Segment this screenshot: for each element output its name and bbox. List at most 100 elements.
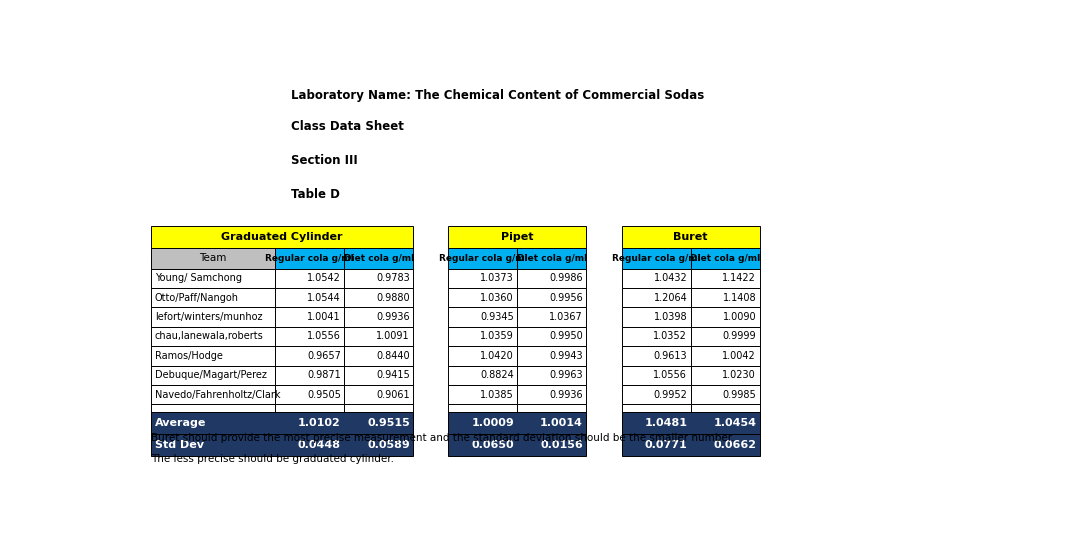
Text: 1.0481: 1.0481 — [644, 418, 687, 428]
Text: 0.0650: 0.0650 — [471, 440, 514, 450]
Bar — [151, 269, 276, 288]
Text: Laboratory Name: The Chemical Content of Commercial Sodas: Laboratory Name: The Chemical Content of… — [291, 89, 704, 102]
Bar — [622, 434, 760, 456]
Bar — [518, 307, 586, 327]
Text: 1.0544: 1.0544 — [307, 293, 341, 302]
Bar — [518, 327, 586, 346]
Bar — [276, 248, 344, 269]
Text: 1.0367: 1.0367 — [549, 312, 583, 322]
Bar — [518, 248, 586, 269]
Bar — [448, 412, 586, 434]
Bar — [448, 226, 586, 248]
Bar — [448, 248, 518, 269]
Text: 1.1408: 1.1408 — [723, 293, 756, 302]
Text: Diet cola g/ml: Diet cola g/ml — [344, 254, 413, 263]
Text: Section III: Section III — [291, 154, 358, 167]
Bar — [518, 269, 586, 288]
Bar — [622, 365, 690, 385]
Bar — [622, 226, 760, 248]
Text: Team: Team — [200, 253, 227, 263]
Text: 1.0398: 1.0398 — [653, 312, 687, 322]
Bar — [276, 269, 344, 288]
Bar — [151, 434, 413, 456]
Bar — [448, 385, 518, 404]
Text: 0.9061: 0.9061 — [376, 389, 410, 400]
Bar — [151, 307, 276, 327]
Bar — [622, 307, 690, 327]
Text: 1.0432: 1.0432 — [653, 274, 687, 283]
Text: 0.9613: 0.9613 — [653, 351, 687, 361]
Text: 0.9657: 0.9657 — [307, 351, 341, 361]
Text: Pipet: Pipet — [501, 231, 534, 242]
Text: Otto/Paff/Nangoh: Otto/Paff/Nangoh — [155, 293, 239, 302]
Bar — [151, 346, 276, 365]
Bar — [448, 269, 518, 288]
Text: 1.0009: 1.0009 — [471, 418, 514, 428]
Bar — [691, 385, 759, 404]
Text: 0.9986: 0.9986 — [549, 274, 583, 283]
Bar — [151, 248, 276, 269]
Bar — [448, 434, 586, 456]
Bar — [691, 288, 759, 307]
Text: 1.0352: 1.0352 — [653, 331, 687, 341]
Text: 0.9505: 0.9505 — [307, 389, 341, 400]
Bar — [276, 385, 344, 404]
Bar — [622, 385, 690, 404]
Bar — [518, 288, 586, 307]
Text: 0.0156: 0.0156 — [540, 440, 583, 450]
Bar — [622, 412, 760, 434]
Bar — [151, 288, 276, 307]
Text: 0.0448: 0.0448 — [297, 440, 341, 450]
Bar — [151, 404, 276, 424]
Bar — [276, 346, 344, 365]
Text: Debuque/Magart/Perez: Debuque/Magart/Perez — [155, 370, 267, 380]
Bar — [151, 412, 413, 434]
Text: 1.0556: 1.0556 — [307, 331, 341, 341]
Bar — [518, 346, 586, 365]
Bar — [344, 346, 413, 365]
Text: Average: Average — [155, 418, 206, 428]
Text: 0.9950: 0.9950 — [549, 331, 583, 341]
Bar — [344, 404, 413, 424]
Text: 0.9956: 0.9956 — [549, 293, 583, 302]
Text: 0.9871: 0.9871 — [307, 370, 341, 380]
Text: 1.0230: 1.0230 — [723, 370, 756, 380]
Bar — [622, 248, 690, 269]
Bar — [344, 269, 413, 288]
Bar — [151, 327, 276, 346]
Bar — [448, 404, 518, 424]
Text: 0.8440: 0.8440 — [376, 351, 410, 361]
Text: 0.9880: 0.9880 — [376, 293, 410, 302]
Bar — [518, 385, 586, 404]
Bar — [344, 327, 413, 346]
Bar — [622, 327, 690, 346]
Text: 0.9415: 0.9415 — [376, 370, 410, 380]
Bar — [691, 346, 759, 365]
Text: Navedo/Fahrenholtz/Clark: Navedo/Fahrenholtz/Clark — [155, 389, 280, 400]
Text: chau,lanewala,roberts: chau,lanewala,roberts — [155, 331, 264, 341]
Text: 0.9515: 0.9515 — [367, 418, 410, 428]
Bar — [622, 346, 690, 365]
Text: 0.9985: 0.9985 — [723, 389, 756, 400]
Text: 1.1422: 1.1422 — [723, 274, 756, 283]
Text: 0.9783: 0.9783 — [376, 274, 410, 283]
Text: 1.0454: 1.0454 — [713, 418, 756, 428]
Bar — [518, 365, 586, 385]
Bar — [622, 288, 690, 307]
Bar — [276, 307, 344, 327]
Bar — [276, 365, 344, 385]
Text: Regular cola g/ml: Regular cola g/ml — [612, 254, 701, 263]
Bar — [276, 404, 344, 424]
Text: 1.0542: 1.0542 — [307, 274, 341, 283]
Text: Table D: Table D — [291, 188, 340, 201]
Text: 1.0091: 1.0091 — [376, 331, 410, 341]
Bar — [448, 288, 518, 307]
Bar — [344, 288, 413, 307]
Bar — [151, 365, 276, 385]
Bar — [151, 385, 276, 404]
Text: 0.9999: 0.9999 — [723, 331, 756, 341]
Bar — [448, 365, 518, 385]
Text: 1.0359: 1.0359 — [481, 331, 514, 341]
Bar — [448, 346, 518, 365]
Text: Std Dev: Std Dev — [155, 440, 204, 450]
